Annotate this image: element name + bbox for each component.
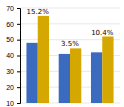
y-tick-mark [17, 24, 20, 25]
grid [20, 8, 120, 103]
annotation: 3.5% [61, 40, 79, 48]
y-tick: 70 [6, 5, 20, 12]
y-tick: 30 [6, 68, 20, 75]
bars [26, 16, 113, 103]
y-tick-label: 60 [6, 21, 14, 28]
y-tick: 50 [6, 36, 20, 43]
bar [70, 48, 81, 103]
y-tick-mark [17, 87, 20, 88]
bar [26, 43, 37, 103]
bar [59, 54, 70, 103]
y-tick: 40 [6, 52, 20, 59]
y-tick-mark [17, 40, 20, 41]
y-tick-label: 40 [6, 52, 14, 59]
y-tick-label: 30 [6, 68, 14, 75]
y-tick-mark [17, 8, 20, 9]
y-tick-mark [17, 103, 20, 104]
y-tick-mark [17, 56, 20, 57]
y-axis-line [17, 9, 21, 104]
y-tick-label: 10 [6, 100, 14, 107]
y-tick-mark [17, 71, 20, 72]
y-tick: 60 [6, 21, 20, 28]
bar [91, 52, 102, 103]
annotations: 15.2% 3.5% 10.4% [27, 8, 114, 48]
y-axis: 10 20 30 40 50 60 70 [6, 5, 20, 107]
annotation: 15.2% [27, 8, 50, 16]
plot: 15.2% 3.5% 10.4% 10 20 30 40 50 60 70 [6, 5, 120, 107]
annotation: 10.4% [91, 29, 114, 37]
bar [38, 16, 49, 103]
y-tick-label: 50 [6, 36, 14, 43]
y-tick: 20 [6, 84, 20, 91]
y-tick: 10 [6, 100, 20, 107]
chart: 15.2% 3.5% 10.4% 10 20 30 40 50 60 70 [0, 0, 124, 107]
y-tick-label: 70 [6, 5, 14, 12]
bar [102, 37, 113, 104]
y-tick-label: 20 [6, 84, 14, 91]
grid-line [20, 23, 120, 24]
